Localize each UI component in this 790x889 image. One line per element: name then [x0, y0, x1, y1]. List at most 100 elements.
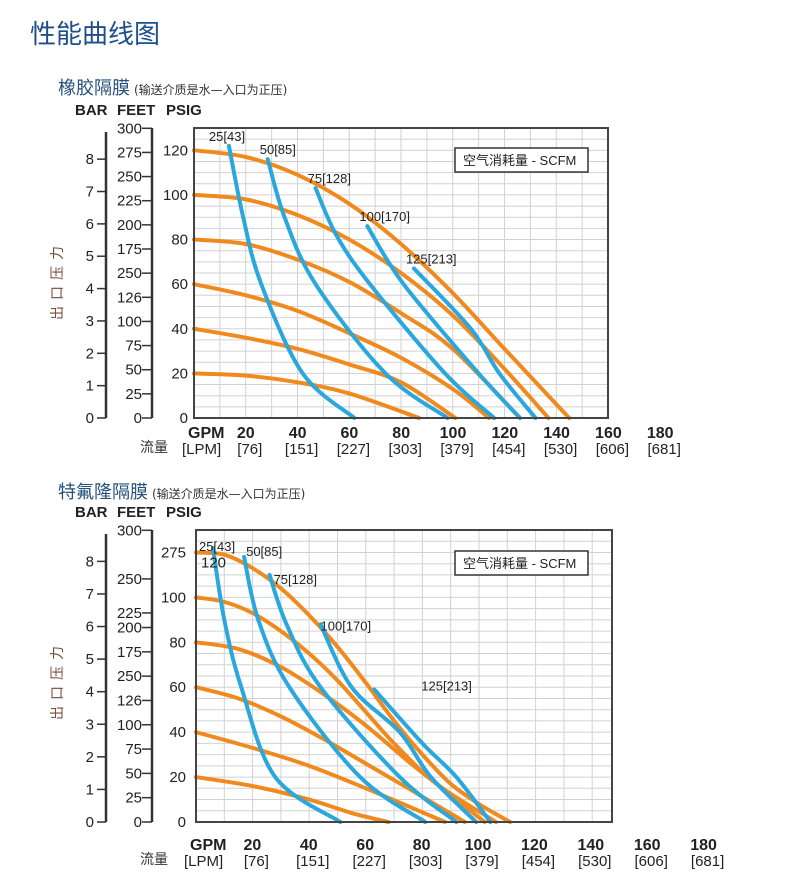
- psig-axis-header: PSIG: [166, 102, 202, 119]
- x-tick-label: 160: [595, 425, 622, 442]
- x-tick-label: 180: [690, 837, 717, 854]
- bar-tick-label: 5: [86, 248, 94, 265]
- section-title-rubber: 橡胶隔膜 (输送介质是水—入口为正压): [58, 74, 287, 100]
- x-tick-lpm-label: [303]: [409, 853, 442, 870]
- bar-tick-label: 7: [86, 586, 94, 603]
- air-curve-label: 25[43]: [199, 539, 235, 554]
- x-tick-label: 100: [465, 837, 492, 854]
- psig-tick-label: 100: [161, 589, 186, 606]
- feet-tick-label: 225: [117, 193, 142, 210]
- psig-tick-label: 80: [169, 634, 186, 651]
- air-curve-label: 100[170]: [359, 209, 410, 224]
- x-axis-label: 流量: [140, 439, 168, 455]
- psig-tick-label: 40: [169, 724, 186, 741]
- bar-tick-label: 6: [86, 216, 94, 233]
- air-curve: [313, 186, 497, 420]
- legend-box: [454, 147, 589, 173]
- psig-tick-label: 60: [171, 276, 188, 293]
- chart-title: 特氟隆隔膜: [58, 482, 148, 503]
- x-tick-label: 100: [440, 425, 467, 442]
- feet-tick-label: 126: [117, 289, 142, 306]
- chart-0: [97, 127, 609, 420]
- plot-area: [193, 127, 609, 419]
- bar-tick-label: 8: [86, 553, 94, 570]
- x-tick-lpm-label: [151]: [285, 441, 318, 458]
- x-axis-label: 流量: [140, 851, 168, 867]
- air-curve: [242, 554, 428, 824]
- feet-tick-label: 75: [125, 338, 142, 355]
- feet-tick-label: 275: [117, 144, 142, 161]
- x-tick-label: 120: [491, 425, 518, 442]
- x-tick-lpm-label: [681]: [691, 853, 724, 870]
- psig-tick-label: 60: [169, 679, 186, 696]
- air-curve: [372, 687, 493, 824]
- x-tick-label: 40: [289, 425, 307, 442]
- air-curve: [226, 143, 357, 420]
- air-curve-label: 50[85]: [246, 544, 282, 559]
- bar-tick-label: 6: [86, 619, 94, 636]
- bar-tick-label: 3: [86, 313, 94, 330]
- legend-box: [454, 550, 589, 576]
- psig-tick-label: 275: [161, 544, 186, 561]
- bar-axis-header: BAR: [75, 504, 108, 521]
- bar-tick-label: 1: [86, 378, 94, 395]
- air-curve-label: 125[213]: [406, 252, 457, 267]
- feet-tick-label: 75: [125, 741, 142, 758]
- air-curve: [210, 545, 343, 824]
- x-unit-label: GPM: [188, 425, 224, 442]
- x-tick-label: 120: [521, 837, 548, 854]
- pressure-curve-40: [192, 326, 458, 420]
- x-tick-lpm-label: [227]: [353, 853, 386, 870]
- feet-tick-label: 200: [117, 217, 142, 234]
- pressure-curve-120: [194, 550, 513, 824]
- feet-tick-label: 100: [117, 717, 142, 734]
- pressure-curve-20: [194, 775, 391, 824]
- y-axis-label: 出口压力: [49, 640, 65, 720]
- feet-tick-label: 250: [117, 265, 142, 282]
- x-tick-lpm-label: [530]: [578, 853, 611, 870]
- chart-title: 橡胶隔膜: [58, 78, 130, 99]
- psig-tick-label: 80: [171, 232, 188, 249]
- psig-tick-label: 120: [201, 554, 226, 571]
- x-tick-label: 20: [244, 837, 262, 854]
- x-tick-lpm-label: [681]: [648, 441, 681, 458]
- pressure-curve-120: [192, 148, 572, 420]
- feet-tick-label: 25: [125, 790, 142, 807]
- air-curve-label: 75[128]: [308, 171, 351, 186]
- legend-title: 空气消耗量 - SCFM: [463, 153, 576, 168]
- psig-tick-label: 0: [178, 814, 186, 831]
- feet-axis-header: FEET: [117, 504, 155, 521]
- x-tick-label: 60: [356, 837, 374, 854]
- x-unit-alt-label: [LPM]: [184, 853, 223, 870]
- x-tick-label: 40: [300, 837, 318, 854]
- air-curve: [267, 572, 459, 824]
- bar-tick-label: 8: [86, 151, 94, 168]
- air-curve-label: 25[43]: [209, 129, 245, 144]
- feet-tick-label: 100: [117, 313, 142, 330]
- feet-tick-label: 25: [125, 386, 142, 403]
- psig-tick-label: 20: [169, 769, 186, 786]
- feet-tick-label: 225: [117, 605, 142, 622]
- psig-tick-label: 40: [171, 321, 188, 338]
- feet-axis-header: FEET: [117, 102, 155, 119]
- x-tick-lpm-label: [454]: [492, 441, 525, 458]
- pressure-curve-20: [192, 371, 422, 420]
- x-tick-lpm-label: [379]: [465, 853, 498, 870]
- pressure-curve-40: [194, 730, 448, 824]
- feet-tick-label: 50: [125, 765, 142, 782]
- feet-tick-label: 250: [117, 668, 142, 685]
- x-tick-lpm-label: [151]: [296, 853, 329, 870]
- feet-tick-label: 50: [125, 362, 142, 379]
- pressure-curve-80: [192, 237, 523, 420]
- x-tick-lpm-label: [606]: [596, 441, 629, 458]
- x-tick-label: 80: [413, 837, 431, 854]
- bar-tick-label: 2: [86, 749, 94, 766]
- x-tick-lpm-label: [454]: [522, 853, 555, 870]
- feet-tick-label: 0: [134, 814, 142, 831]
- x-tick-lpm-label: [606]: [635, 853, 668, 870]
- page-title: 性能曲线图: [30, 20, 161, 50]
- bar-tick-label: 1: [86, 781, 94, 798]
- feet-tick-label: 200: [117, 620, 142, 637]
- feet-tick-label: 175: [117, 241, 142, 258]
- x-tick-label: 20: [237, 425, 255, 442]
